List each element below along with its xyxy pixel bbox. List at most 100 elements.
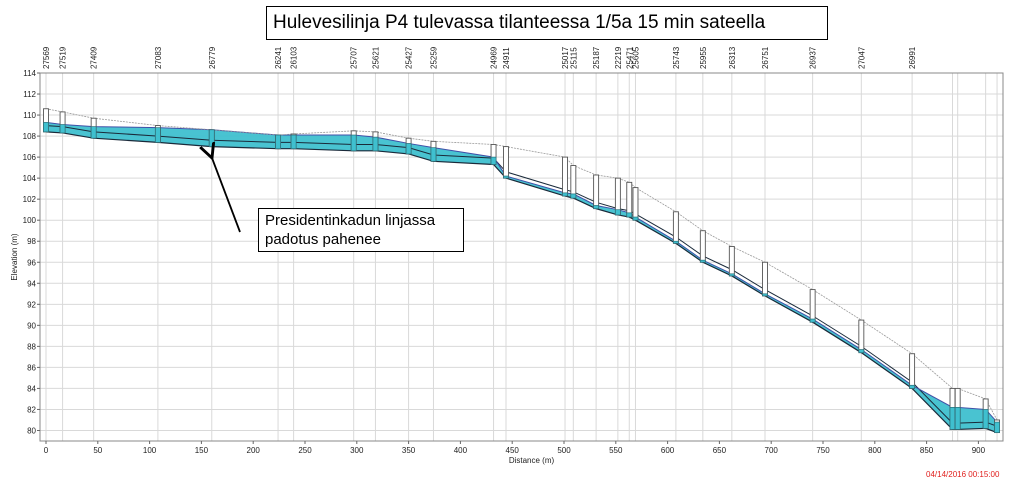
x-tick-label: 550 [609, 446, 623, 455]
manhole-water [626, 212, 633, 218]
x-tick-label: 650 [713, 446, 727, 455]
manhole-water [275, 134, 281, 150]
manhole-water [59, 124, 66, 134]
node-label: 25955 [699, 46, 708, 69]
y-tick-label: 92 [27, 300, 36, 309]
y-tick-label: 82 [27, 405, 36, 414]
y-tick-label: 88 [27, 342, 36, 351]
y-tick-label: 80 [27, 426, 36, 435]
x-tick-label: 350 [402, 446, 416, 455]
manhole [728, 246, 735, 277]
node-label: 25017 [561, 46, 570, 69]
y-tick-label: 84 [27, 384, 36, 393]
x-tick-label: 700 [765, 446, 779, 455]
x-tick-label: 600 [661, 446, 675, 455]
water-area [46, 122, 998, 433]
y-tick-label: 110 [23, 111, 36, 120]
manhole-water [90, 126, 97, 139]
node-label: 22219 [614, 46, 623, 69]
chart-title: Hulevesilinja P4 tulevassa tilanteessa 1… [266, 6, 828, 40]
node-label: 26991 [908, 46, 917, 69]
annotation-line-1: Presidentinkadun linjassa [265, 212, 436, 229]
x-tick-label: 400 [454, 446, 468, 455]
node-label: 24969 [490, 46, 499, 69]
manhole [503, 146, 509, 179]
water-surface-line [45, 121, 998, 423]
manhole [672, 211, 679, 244]
y-tick-label: 106 [23, 153, 37, 162]
y-tick-label: 98 [27, 237, 36, 246]
manhole [593, 174, 600, 210]
manhole-water [290, 134, 297, 150]
manhole-water [570, 193, 577, 199]
manhole-water [43, 122, 49, 133]
profile-lines [45, 108, 998, 434]
manhole-water [673, 240, 679, 244]
timestamp: 04/14/2016 00:15:00 [926, 470, 1000, 479]
node-label: 27409 [90, 46, 99, 69]
annotation-line-2: padotus pahenee [265, 231, 381, 248]
y-tick-label: 102 [23, 195, 37, 204]
node-label: 25187 [592, 46, 601, 69]
node-label: 26313 [728, 46, 737, 69]
y-tick-label: 100 [23, 216, 37, 225]
node-label: 26241 [274, 46, 283, 69]
y-tick-label: 86 [27, 363, 36, 372]
manhole-water [809, 318, 816, 323]
manhole-water [632, 216, 639, 221]
node-label: 25743 [672, 46, 681, 69]
manhole [626, 181, 633, 218]
y-tick-label: 94 [27, 279, 36, 288]
manhole-water [615, 209, 621, 216]
annotation-box: Presidentinkadun linjassa padotus pahene… [258, 208, 464, 252]
x-tick-label: 300 [350, 446, 364, 455]
node-label: 26779 [208, 46, 217, 69]
x-axis-title: Distance (m) [509, 456, 555, 465]
manhole [762, 261, 768, 297]
node-label: 25621 [371, 46, 380, 69]
manhole-water [155, 127, 161, 143]
manhole-water [503, 175, 509, 179]
node-label: 26751 [761, 46, 770, 69]
manhole-water [593, 205, 599, 209]
manhole-water [954, 407, 961, 430]
x-tick-label: 150 [195, 446, 209, 455]
manhole-water [350, 134, 357, 152]
manhole [858, 319, 865, 354]
node-label: 25707 [350, 46, 359, 69]
x-tick-label: 900 [972, 446, 986, 455]
node-label: 26103 [290, 46, 299, 69]
manholes [43, 108, 1000, 434]
y-axis-title: Elevation (m) [10, 233, 19, 280]
node-label: 25259 [429, 46, 438, 69]
manhole [699, 230, 706, 263]
x-tick-label: 250 [298, 446, 312, 455]
manhole-water [208, 129, 215, 147]
node-label: 25471 [625, 46, 634, 69]
manhole-water [994, 421, 1000, 433]
manhole-water [909, 384, 915, 389]
manhole-water [699, 259, 706, 263]
grid [40, 72, 1003, 441]
ground-line [45, 108, 998, 421]
x-tick-label: 450 [506, 446, 520, 455]
manhole-water [858, 349, 865, 354]
y-tick-label: 104 [23, 174, 37, 183]
node-label: 26937 [809, 46, 818, 69]
y-tick-label: 114 [23, 69, 36, 78]
water-surface [46, 122, 998, 433]
axes: 80 82 84 86 88 90 92 94 96 98 100 102 104 106 108 110 11… [10, 69, 1004, 465]
manhole-water [762, 293, 768, 297]
node-label: 24911 [502, 47, 511, 69]
manhole [909, 353, 916, 389]
x-tick-label: 750 [816, 446, 830, 455]
manhole-water [728, 273, 735, 277]
x-tick-label: 100 [143, 446, 157, 455]
manhole-water [949, 407, 956, 430]
node-label: 27519 [59, 46, 68, 69]
x-tick-label: 800 [868, 446, 882, 455]
y-tick-label: 108 [23, 132, 37, 141]
x-tick-label: 0 [44, 446, 49, 455]
manhole [570, 165, 577, 199]
